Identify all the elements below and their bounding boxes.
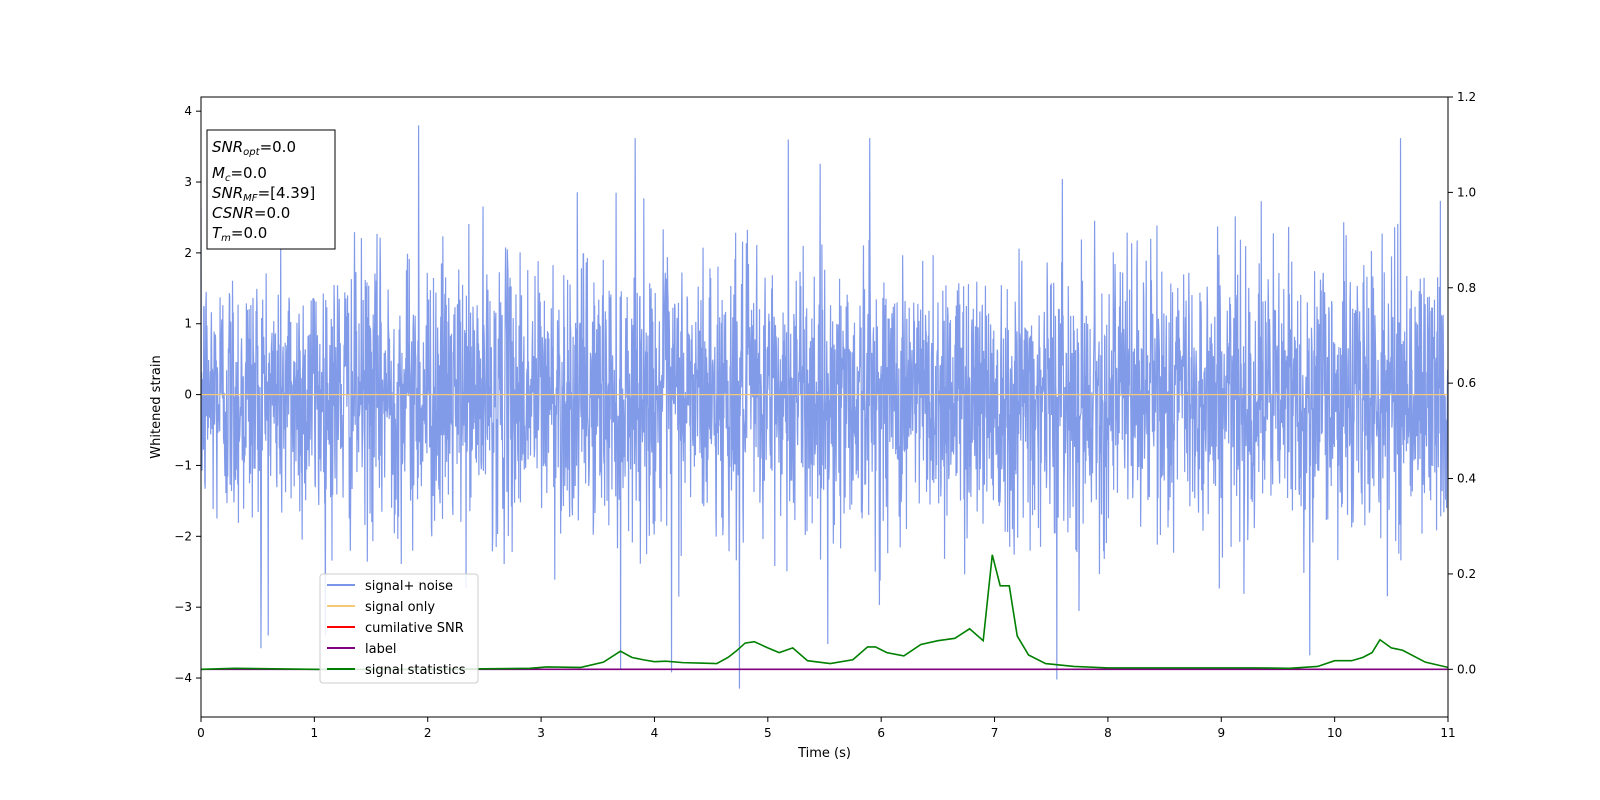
left-y-axis-ticks: 4 3 2 1 0 −1 −2 −3 −4 bbox=[174, 104, 201, 685]
x-tick-label: 5 bbox=[764, 726, 772, 740]
y-left-tick-label: 2 bbox=[184, 246, 192, 260]
x-tick-label: 7 bbox=[991, 726, 999, 740]
y-right-tick-label: 0.4 bbox=[1457, 472, 1476, 486]
y-right-tick-label: 0.6 bbox=[1457, 376, 1476, 390]
y-left-tick-label: 4 bbox=[184, 104, 192, 118]
x-axis-label: Time (s) bbox=[797, 746, 851, 761]
y-axis-label: Whitened strain bbox=[149, 355, 164, 458]
x-tick-label: 2 bbox=[424, 726, 432, 740]
x-axis-ticks: 0 1 2 3 4 5 6 7 8 9 10 11 bbox=[197, 717, 1456, 740]
info-box-frame bbox=[206, 129, 336, 250]
legend-label-cumulative-snr: cumilative SNR bbox=[365, 621, 464, 636]
x-tick-label: 0 bbox=[197, 726, 205, 740]
y-left-tick-label: 3 bbox=[184, 175, 192, 189]
y-left-tick-label: 0 bbox=[184, 388, 192, 402]
x-tick-label: 10 bbox=[1327, 726, 1342, 740]
legend-frame bbox=[319, 573, 479, 684]
info-snr-mf: SNRMF=[4.39] bbox=[212, 184, 315, 204]
x-tick-label: 11 bbox=[1440, 726, 1455, 740]
info-tm: Tm=0.0 bbox=[212, 224, 267, 244]
x-tick-label: 4 bbox=[651, 726, 659, 740]
y-right-tick-label: 1.2 bbox=[1457, 90, 1476, 104]
legend: signal+ noise signal only cumilative SNR… bbox=[319, 573, 479, 684]
signal-statistics-line bbox=[201, 554, 1448, 671]
legend-label-signal-noise: signal+ noise bbox=[365, 579, 453, 594]
y-left-tick-label: 1 bbox=[184, 317, 192, 331]
legend-label-label: label bbox=[365, 642, 396, 657]
y-right-tick-label: 1.0 bbox=[1457, 185, 1476, 199]
info-box: SNRopt=0.0 Mc=0.0 SNRMF=[4.39] CSNR=0.0 … bbox=[206, 129, 336, 250]
x-tick-label: 3 bbox=[537, 726, 545, 740]
info-mc: Mc=0.0 bbox=[212, 164, 267, 184]
info-csnr: CSNR=0.0 bbox=[212, 204, 290, 222]
y-left-tick-label: −3 bbox=[174, 600, 192, 614]
info-snr-opt: SNRopt=0.0 bbox=[212, 138, 296, 158]
y-left-tick-label: −1 bbox=[174, 458, 192, 472]
y-left-tick-label: −2 bbox=[174, 529, 192, 543]
right-y-axis-ticks: 1.2 1.0 0.8 0.6 0.4 0.2 0.0 bbox=[1448, 90, 1476, 676]
x-tick-label: 1 bbox=[311, 726, 319, 740]
y-left-tick-label: −4 bbox=[174, 671, 192, 685]
legend-label-signal-only: signal only bbox=[365, 600, 435, 615]
legend-label-signal-statistics: signal statistics bbox=[365, 663, 466, 678]
x-tick-label: 8 bbox=[1104, 726, 1112, 740]
signal-noise-line bbox=[201, 125, 1448, 689]
signal-noise-series bbox=[201, 125, 1448, 689]
x-tick-label: 6 bbox=[877, 726, 885, 740]
x-tick-label: 9 bbox=[1217, 726, 1225, 740]
plot-frame bbox=[200, 96, 1449, 718]
y-right-tick-label: 0.2 bbox=[1457, 567, 1476, 581]
y-right-tick-label: 0.8 bbox=[1457, 281, 1476, 295]
y-right-tick-label: 0.0 bbox=[1457, 662, 1476, 676]
